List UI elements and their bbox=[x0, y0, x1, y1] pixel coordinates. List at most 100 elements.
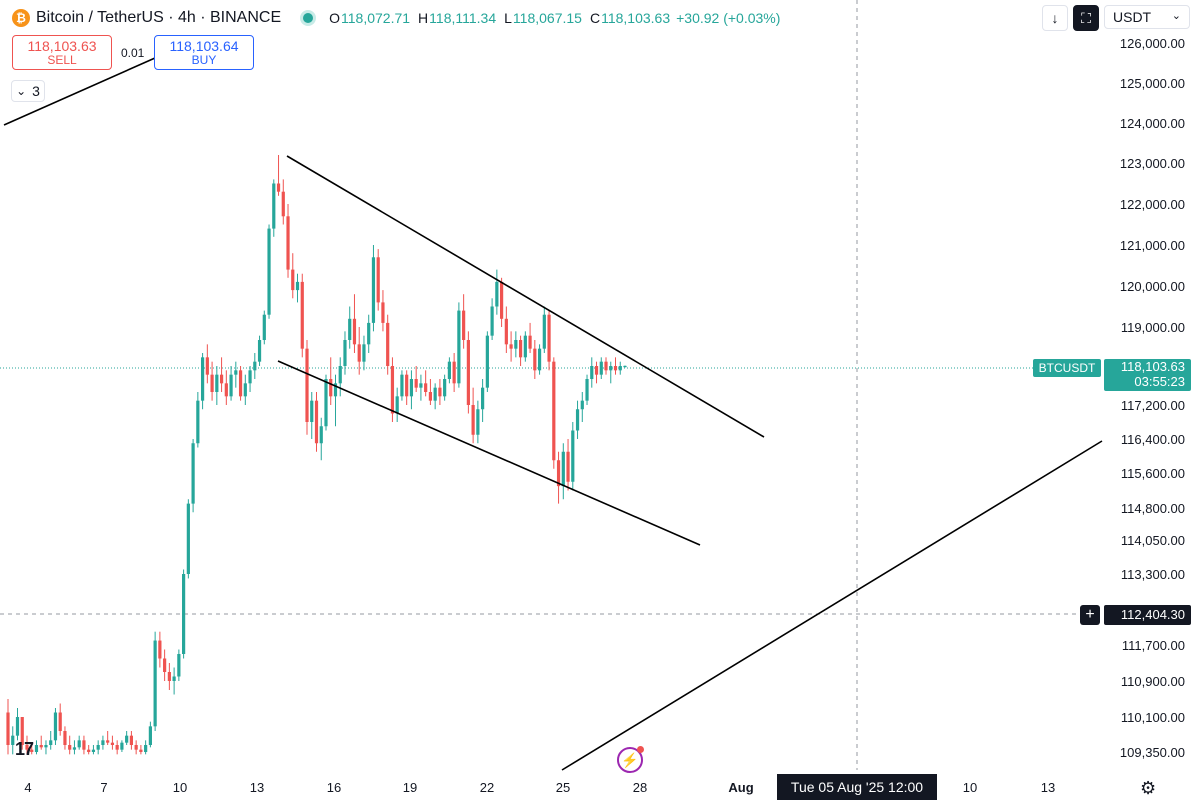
candle-body bbox=[594, 366, 599, 375]
sell-label: SELL bbox=[47, 53, 77, 67]
candle-body bbox=[291, 269, 295, 291]
candle-body bbox=[144, 745, 148, 752]
y-tick-label: 117,200.00 bbox=[1121, 398, 1185, 413]
x-tick-label: 7 bbox=[100, 780, 107, 795]
lightning-icon: ⚡ bbox=[621, 751, 639, 768]
download-button[interactable]: ↓ bbox=[1042, 5, 1068, 31]
x-tick-label: 10 bbox=[173, 780, 187, 795]
crosshair-date-label: Tue 05 Aug '25 12:00 bbox=[777, 774, 937, 800]
candle-body bbox=[362, 344, 366, 362]
candle-body bbox=[338, 366, 342, 384]
buy-button[interactable]: 118,103.64 BUY bbox=[154, 35, 254, 70]
candle-body bbox=[272, 183, 276, 229]
candle-body bbox=[623, 365, 627, 368]
candle-body bbox=[518, 340, 523, 358]
candle-body bbox=[243, 383, 247, 397]
candle-body bbox=[177, 654, 181, 677]
candle-body bbox=[409, 379, 414, 397]
candle-body bbox=[20, 717, 24, 745]
trendline-lower-channel[interactable] bbox=[277, 360, 701, 546]
candle-body bbox=[110, 742, 115, 745]
candle-body bbox=[319, 426, 323, 444]
candle-body bbox=[210, 374, 214, 392]
candle-body bbox=[547, 314, 551, 362]
candle-body bbox=[49, 740, 53, 745]
x-tick-label: 22 bbox=[480, 780, 494, 795]
candle-body bbox=[585, 379, 589, 401]
candle-body bbox=[91, 749, 96, 752]
open-value: 118,072.71 bbox=[341, 10, 411, 26]
candle-body bbox=[371, 257, 376, 323]
candle-body bbox=[438, 387, 442, 397]
candle-body bbox=[44, 745, 48, 748]
candle-body bbox=[542, 314, 546, 349]
candle-body bbox=[167, 672, 171, 681]
candle-body bbox=[87, 749, 91, 752]
candle-body bbox=[424, 383, 428, 392]
candle-body bbox=[186, 503, 190, 574]
price-axis[interactable]: 126,000.00 125,000.00 124,000.00 123,000.00… bbox=[1120, 36, 1185, 760]
candle-body bbox=[153, 640, 157, 727]
crosshair-price-label: 112,404.30 bbox=[1104, 605, 1191, 625]
candle-body bbox=[82, 740, 86, 750]
candle-body bbox=[300, 281, 304, 349]
candle-body bbox=[229, 374, 233, 397]
spread-value: 0.01 bbox=[121, 46, 145, 60]
x-tick-label: 13 bbox=[1041, 780, 1055, 795]
bar-countdown: 03:55:23 bbox=[1134, 374, 1185, 389]
sell-button[interactable]: 118,103.63 SELL bbox=[12, 35, 112, 70]
y-tick-label: 124,000.00 bbox=[1120, 116, 1185, 131]
candle-body bbox=[414, 379, 418, 388]
flash-button[interactable]: ⚡ bbox=[617, 746, 644, 773]
candle-body bbox=[125, 735, 129, 743]
candle-body bbox=[6, 712, 10, 745]
candle-body bbox=[447, 361, 451, 379]
plus-icon: + bbox=[1085, 606, 1095, 623]
tradingview-logo[interactable]: 17 bbox=[15, 739, 34, 759]
candle-body bbox=[590, 366, 594, 379]
candle-body bbox=[471, 405, 475, 435]
candle-body bbox=[390, 366, 395, 414]
trendline-rising-support[interactable] bbox=[561, 440, 1103, 771]
candle-body bbox=[68, 745, 72, 750]
candle-body bbox=[457, 310, 461, 384]
candle-body bbox=[281, 191, 285, 217]
arrow-down-icon: ↓ bbox=[1051, 10, 1059, 26]
x-tick-label: 28 bbox=[633, 780, 647, 795]
bitcoin-coin-icon: ₿ bbox=[12, 9, 30, 27]
indicators-toggle[interactable]: ⌄ 3 bbox=[11, 80, 45, 102]
currency-select[interactable]: USDT ⌄ bbox=[1104, 5, 1190, 29]
candle-body bbox=[495, 281, 499, 307]
y-tick-label: 109,350.00 bbox=[1120, 745, 1185, 760]
candle-body bbox=[400, 374, 404, 397]
candle-body bbox=[452, 361, 456, 384]
candle-body bbox=[305, 348, 309, 422]
fullscreen-button[interactable]: ⛶ bbox=[1073, 5, 1099, 31]
gear-icon[interactable]: ⚙ bbox=[1140, 778, 1157, 798]
candle-body bbox=[500, 281, 504, 319]
candle-body bbox=[566, 451, 570, 482]
candle-body bbox=[101, 740, 105, 745]
time-axis[interactable]: 4 7 10 13 16 19 22 25 28 Aug 10 13 bbox=[24, 780, 1055, 795]
candle-body bbox=[599, 361, 603, 375]
candle-body bbox=[343, 340, 347, 366]
notification-dot bbox=[637, 746, 644, 753]
x-tick-label: 13 bbox=[250, 780, 264, 795]
candle-body bbox=[329, 379, 333, 397]
close-label: C bbox=[589, 10, 601, 26]
trendline-upper-channel[interactable] bbox=[286, 155, 765, 438]
add-plus-button[interactable]: + bbox=[1080, 605, 1100, 625]
indicator-count: 3 bbox=[32, 83, 40, 99]
candle-body bbox=[561, 451, 565, 487]
candle-body bbox=[324, 379, 328, 427]
candle-body bbox=[310, 400, 314, 422]
candle-body bbox=[395, 396, 399, 414]
candle-body bbox=[604, 361, 608, 371]
symbol-title[interactable]: Bitcoin / TetherUS · 4h · BINANCE bbox=[36, 9, 282, 26]
ohlc-readout: O 118,072.71 H 118,111.34 L 118,067.15 C 118… bbox=[329, 10, 780, 26]
sell-price: 118,103.63 bbox=[27, 38, 97, 54]
y-tick-label: 123,000.00 bbox=[1120, 156, 1185, 171]
candle-body bbox=[357, 344, 361, 362]
trendline-left-top[interactable] bbox=[3, 57, 156, 126]
